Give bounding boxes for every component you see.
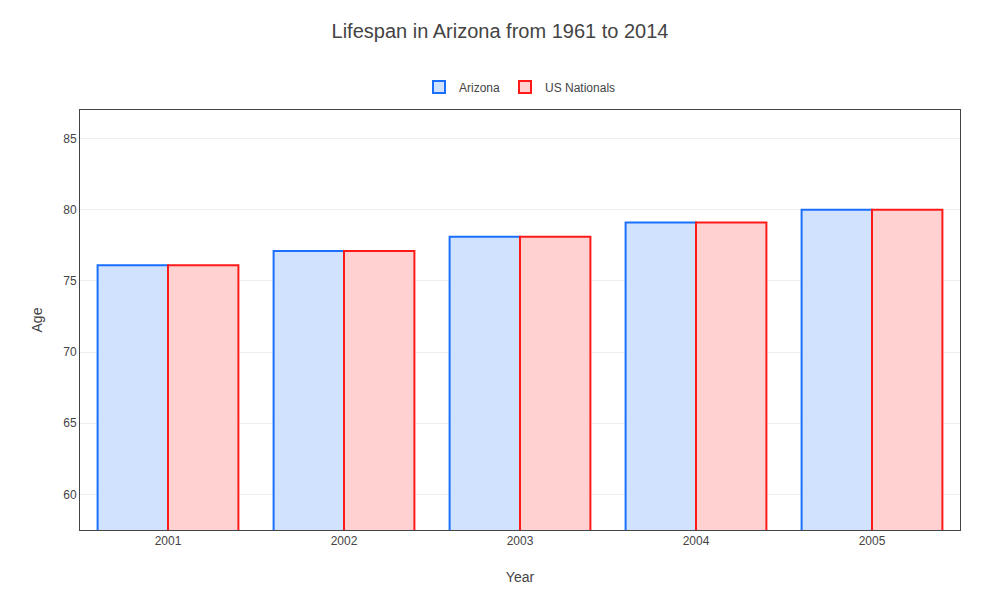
svg-text:70: 70 — [63, 345, 77, 359]
svg-text:65: 65 — [63, 416, 77, 430]
svg-text:2005: 2005 — [859, 534, 886, 548]
svg-text:85: 85 — [63, 132, 77, 146]
svg-text:2004: 2004 — [683, 534, 710, 548]
svg-text:60: 60 — [63, 488, 77, 502]
svg-text:2003: 2003 — [507, 534, 534, 548]
svg-text:80: 80 — [63, 203, 77, 217]
svg-text:75: 75 — [63, 274, 77, 288]
svg-text:US Nationals: US Nationals — [545, 81, 615, 95]
svg-text:Arizona: Arizona — [459, 81, 500, 95]
svg-text:Age: Age — [29, 307, 45, 332]
svg-text:2001: 2001 — [155, 534, 182, 548]
svg-text:Year: Year — [506, 569, 535, 585]
svg-text:2002: 2002 — [331, 534, 358, 548]
svg-text:Lifespan in Arizona from 1961: Lifespan in Arizona from 1961 to 2014 — [332, 20, 669, 42]
